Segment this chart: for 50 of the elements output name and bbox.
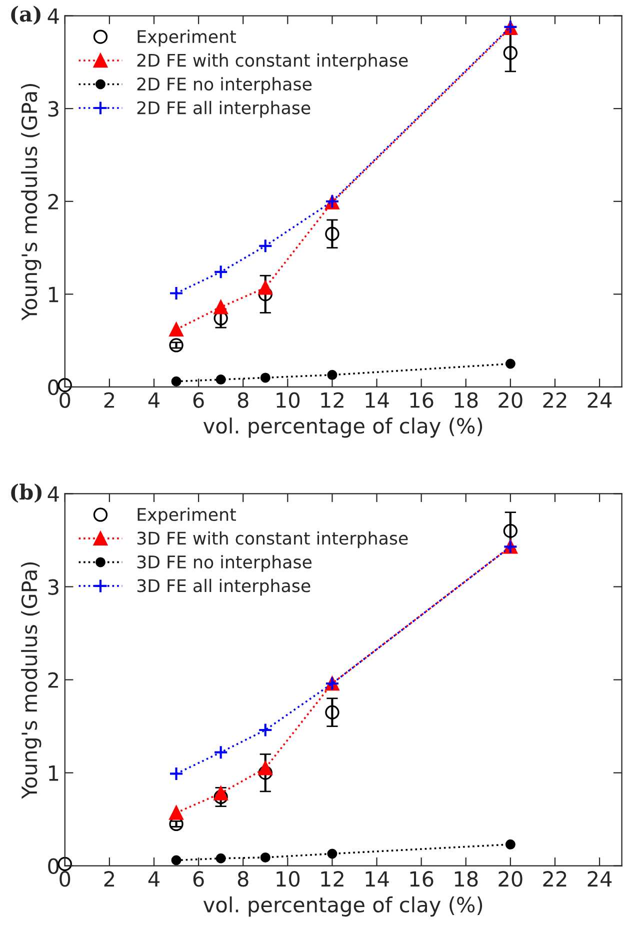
x-tick-label: 0 [60,871,70,887]
legend-label: 3D FE with constant interphase [137,531,408,548]
x-tick-label: 12 [321,871,344,887]
x-tick-label: 0 [60,392,70,408]
legend-label: 2D FE no interphase [137,77,312,94]
x-tick-label: 14 [366,392,389,408]
x-axis-title: vol. percentage of clay (%) [203,418,482,438]
x-tick-label: 8 [238,392,248,408]
y-axis-title: Young's modulus (GPa) [21,562,42,799]
x-tick-label: 10 [276,871,300,887]
y-tick-label: 1 [49,286,58,302]
x-tick-label: 14 [366,871,389,887]
x-tick-label: 6 [193,392,204,408]
y-tick-label: 0 [48,858,59,874]
y-axis-title: Young's modulus (GPa) [21,84,42,321]
x-axis-title: vol. percentage of clay (%) [203,896,482,917]
x-tick-label: 2 [104,392,114,408]
legend-label: 2D FE with constant interphase [137,53,408,70]
x-tick-label: 4 [148,392,160,408]
y-tick-label: 1 [49,766,58,781]
x-tick-label: 24 [588,871,612,887]
x-tick-label: 10 [276,392,300,408]
y-tick-label: 4 [48,8,59,24]
legend-label: 2D FE all interphase [137,100,310,118]
legend-label: 3D FE no interphase [137,555,312,572]
y-tick-label: 3 [48,101,58,117]
x-tick-label: 22 [543,392,566,408]
y-tick-label: 3 [48,579,58,595]
x-tick-label: 20 [498,871,522,887]
x-tick-label: 12 [321,392,344,408]
x-tick-label: 16 [410,871,434,887]
x-tick-label: 2 [104,871,114,887]
x-tick-label: 18 [454,871,478,887]
x-tick-label: 8 [238,871,248,887]
y-tick-label: 2 [48,672,58,688]
chart-title: (b) [11,484,42,503]
x-tick-label: 24 [588,392,612,408]
legend-label: Experiment [138,508,236,524]
legend-label: Experiment [138,30,236,46]
y-tick-label: 0 [48,379,59,396]
x-tick-label: 16 [410,392,434,408]
x-tick-label: 22 [543,871,566,887]
y-tick-label: 2 [48,194,58,210]
legend-label: 3D FE all interphase [137,578,310,596]
x-tick-label: 20 [498,392,522,408]
y-tick-label: 4 [48,486,59,502]
x-tick-label: 6 [193,871,204,887]
chart-title: (a) [11,6,40,25]
x-tick-label: 4 [148,871,160,887]
x-tick-label: 18 [454,392,478,408]
